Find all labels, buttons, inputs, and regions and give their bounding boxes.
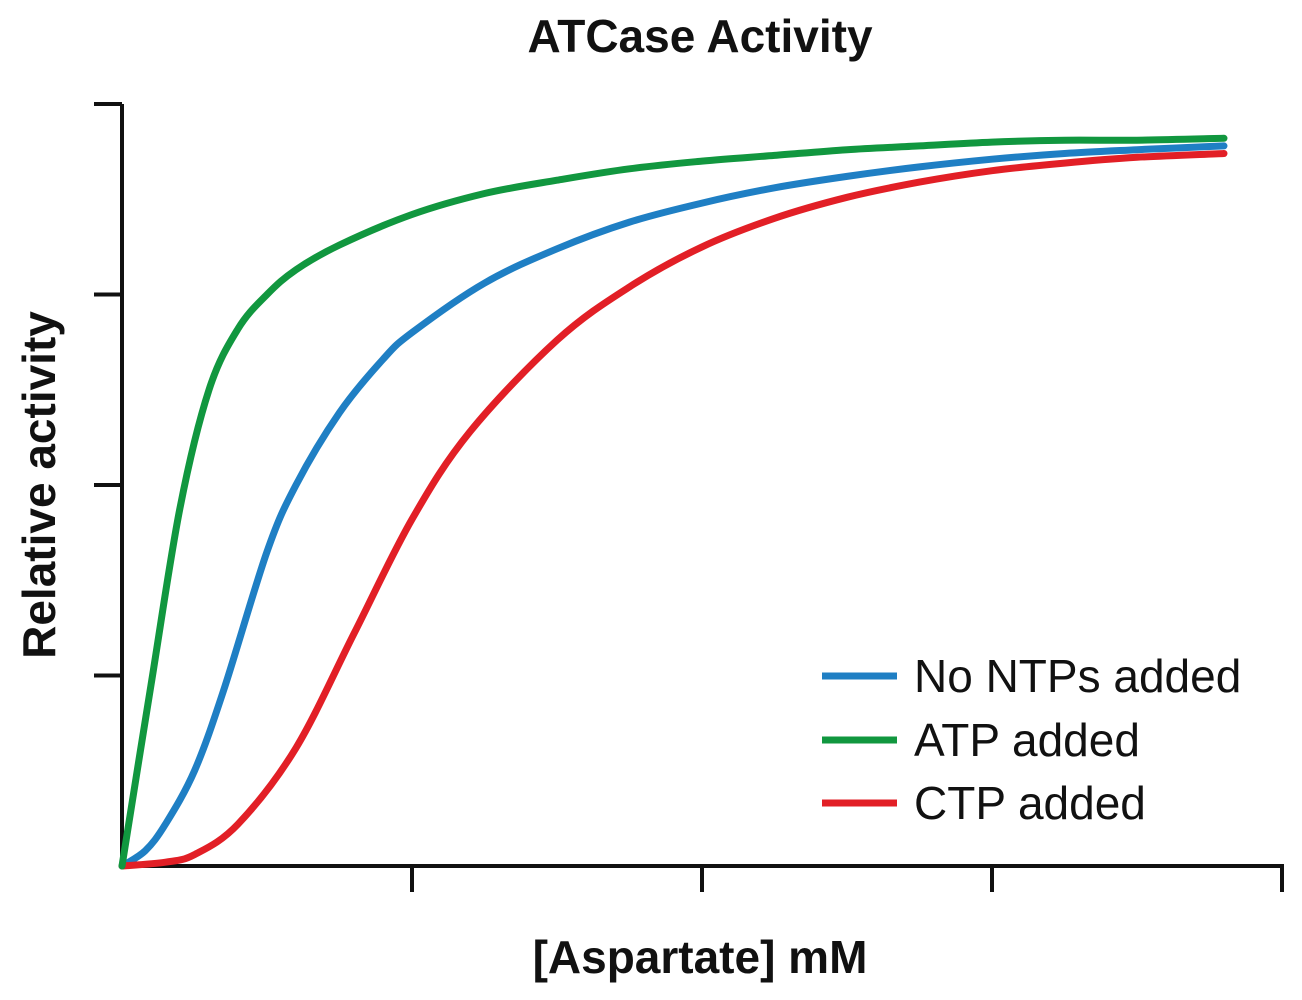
series-line-1 [118, 142, 1228, 870]
legend-label-1: No NTPs added [914, 650, 1241, 702]
legend: No NTPs added ATP added CTP added [822, 650, 1241, 829]
series-lines [118, 134, 1228, 870]
legend-label-3: CTP added [914, 777, 1146, 829]
y-axis-label: Relative activity [13, 311, 65, 659]
x-axis-label: [Aspartate] mM [533, 931, 868, 983]
ticks [94, 102, 1284, 892]
series-line-3 [118, 150, 1228, 870]
series-line-2 [118, 134, 1228, 870]
legend-label-2: ATP added [914, 714, 1140, 766]
chart-title: ATCase Activity [527, 10, 873, 62]
